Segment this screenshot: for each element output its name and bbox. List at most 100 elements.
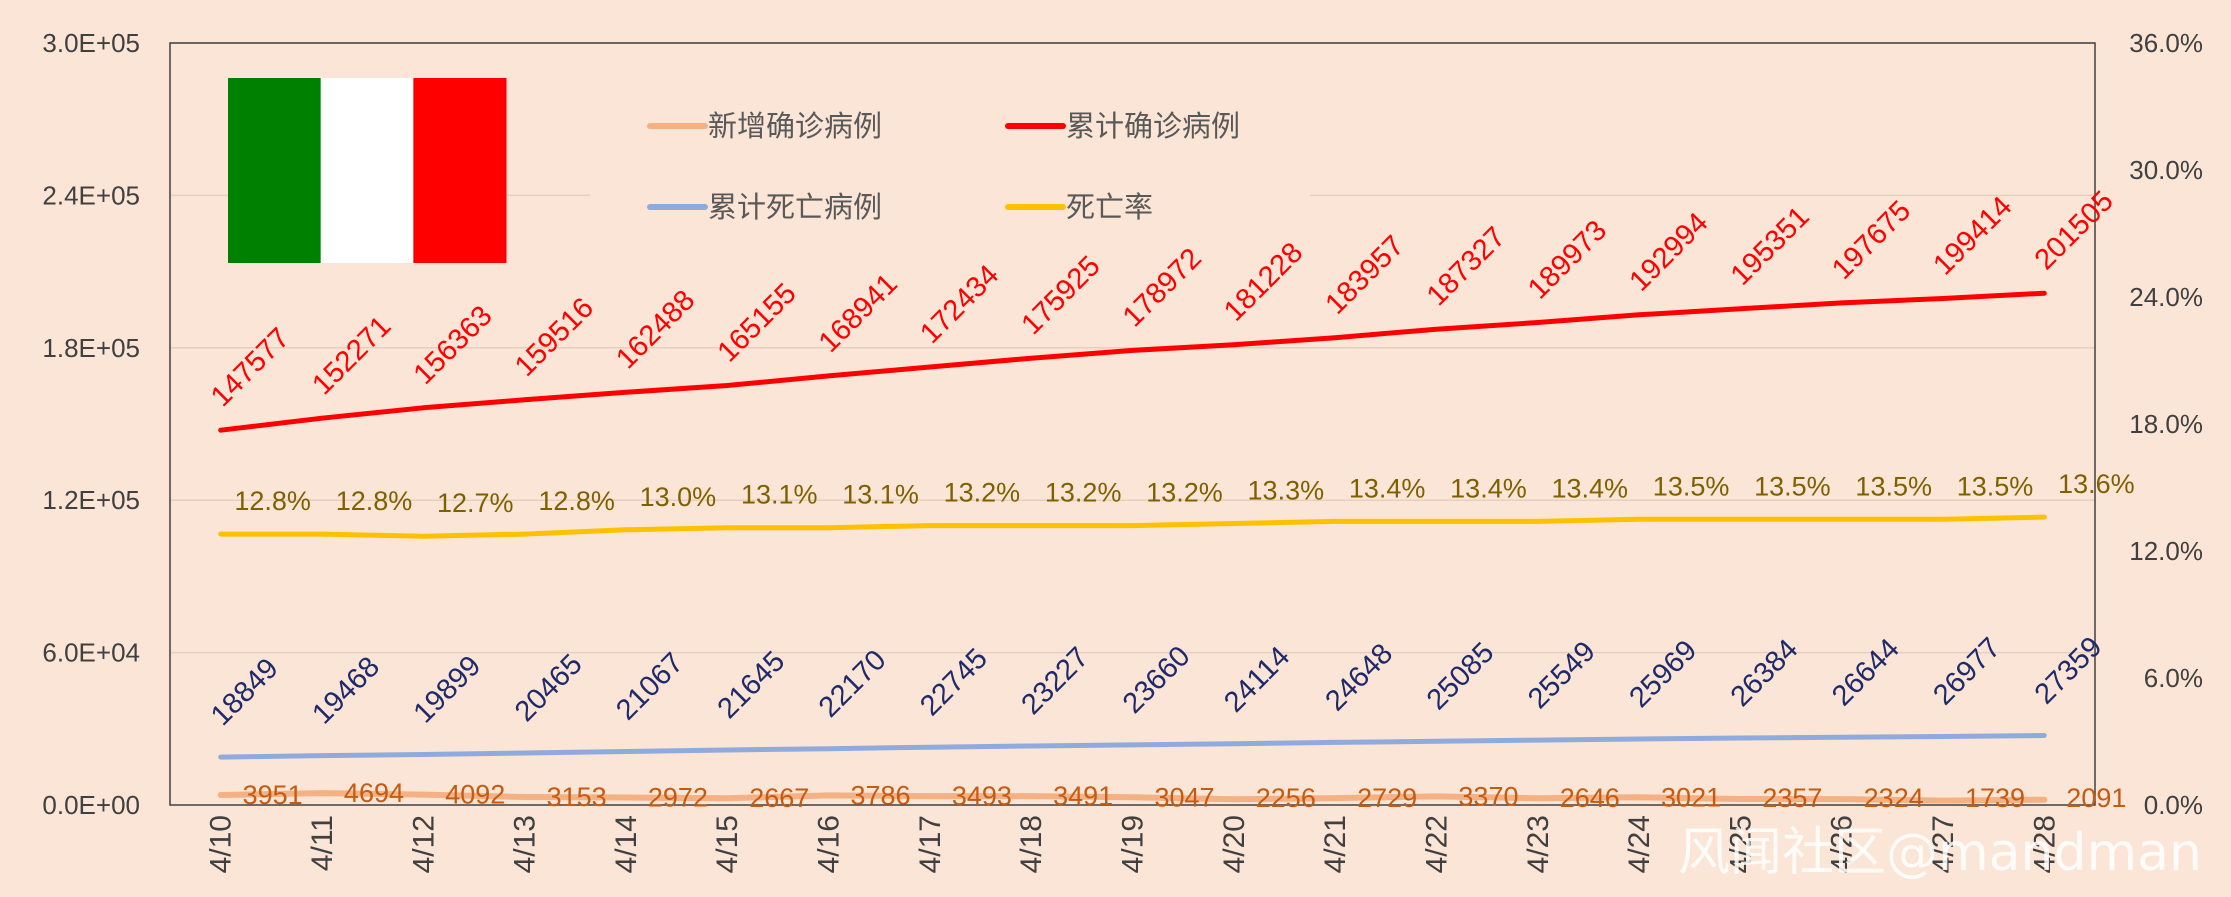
x-axis-tick-label: 4/16 [813, 815, 846, 873]
x-axis-tick-label: 4/14 [610, 815, 643, 873]
data-label-death-rate: 13.5% [1957, 471, 2034, 501]
x-axis-tick-label: 4/24 [1623, 815, 1656, 873]
data-label-new-cases: 2667 [749, 783, 809, 813]
right-axis-tick-label: 18.0% [2129, 409, 2203, 439]
data-label-new-cases: 3951 [243, 780, 303, 810]
left-axis-tick-label: 3.0E+05 [42, 28, 140, 58]
x-axis-tick-label: 4/12 [407, 815, 440, 873]
data-label-death-rate: 13.4% [1450, 473, 1527, 503]
data-label-cumulative-confirmed: 183957 [1319, 230, 1410, 321]
right-axis-ticks: 0.0% 6.0% 12.0% 18.0% 24.0% 30.0% 36.0% [2129, 28, 2203, 820]
x-axis-tick-label: 4/18 [1015, 815, 1048, 873]
data-label-new-cases: 3491 [1053, 781, 1113, 811]
x-axis-tick-label: 4/25 [1724, 815, 1757, 873]
data-label-death-rate: 13.4% [1551, 473, 1628, 503]
legend-background [590, 95, 1310, 215]
data-label-new-cases: 1739 [1965, 783, 2025, 813]
data-label-death-rate: 12.8% [538, 486, 615, 516]
data-label-new-cases: 2091 [2066, 783, 2126, 813]
left-axis-tick-label: 6.0E+04 [42, 638, 140, 668]
flag-stripe [413, 78, 507, 263]
data-label-cumulative-deaths: 18849 [205, 652, 285, 732]
left-axis-tick-label: 1.2E+05 [42, 485, 140, 515]
data-label-cumulative-confirmed: 181228 [1218, 237, 1309, 328]
data-label-cumulative-confirmed: 147577 [205, 322, 296, 413]
data-label-cumulative-deaths: 19468 [306, 651, 386, 731]
data-label-cumulative-confirmed: 199414 [1927, 190, 2018, 281]
data-label-cumulative-deaths: 24648 [1319, 638, 1399, 718]
data-label-death-rate: 13.5% [1855, 471, 1932, 501]
data-label-cumulative-deaths: 21645 [712, 645, 792, 725]
x-axis-tick-label: 4/22 [1420, 815, 1453, 873]
data-label-death-rate: 13.3% [1248, 475, 1325, 505]
flag-stripe [320, 78, 414, 263]
series-line [217, 790, 2048, 804]
data-label-new-cases: 2972 [648, 782, 708, 812]
data-label-cumulative-confirmed: 189973 [1522, 214, 1613, 305]
right-axis-tick-label: 0.0% [2144, 790, 2203, 820]
data-label-death-rate: 13.5% [1653, 471, 1730, 501]
plot-area-border [169, 42, 2096, 806]
right-axis-tick-label: 24.0% [2129, 282, 2203, 312]
right-axis-tick-label: 12.0% [2129, 536, 2203, 566]
left-axis-tick-label: 2.4E+05 [42, 180, 140, 210]
x-axis-tick-label: 4/10 [205, 815, 238, 873]
right-axis-tick-label: 6.0% [2144, 663, 2203, 693]
legend-label: 新增确诊病例 [708, 109, 882, 143]
legend-label: 死亡率 [1066, 190, 1153, 224]
data-label-cumulative-confirmed: 175925 [1016, 250, 1107, 341]
x-axis-tick-label: 4/26 [1826, 815, 1859, 873]
data-label-cumulative-confirmed: 162488 [610, 284, 701, 375]
data-label-cumulative-confirmed: 195351 [1725, 201, 1816, 292]
series-lines [217, 290, 2048, 804]
data-label-cumulative-deaths: 25969 [1623, 634, 1703, 714]
data-label-new-cases: 2256 [1256, 783, 1316, 813]
x-axis-tick-label: 4/17 [914, 815, 947, 873]
data-label-death-rate: 12.8% [336, 486, 413, 516]
x-axis-tick-label: 4/27 [1927, 815, 1960, 873]
data-label-cumulative-deaths: 25085 [1421, 637, 1501, 717]
flag-stripe [228, 78, 322, 263]
x-axis-tick-label: 4/23 [1522, 815, 1555, 873]
data-label-cumulative-confirmed: 192994 [1623, 207, 1714, 298]
data-label-new-cases: 4694 [344, 778, 404, 808]
data-label-cumulative-deaths: 21067 [610, 647, 690, 727]
data-label-death-rate: 12.8% [234, 486, 311, 516]
right-axis-tick-label: 30.0% [2129, 155, 2203, 185]
x-axis-tick-label: 4/28 [2028, 815, 2061, 873]
x-axis-tick-label: 4/19 [1117, 815, 1150, 873]
data-label-cumulative-confirmed: 152271 [306, 310, 397, 401]
data-label-new-cases: 2729 [1357, 783, 1417, 813]
right-axis-tick-label: 36.0% [2129, 28, 2203, 58]
data-label-cumulative-confirmed: 159516 [509, 292, 600, 383]
data-label-cumulative-deaths: 19899 [408, 650, 488, 730]
data-label-new-cases: 4092 [445, 780, 505, 810]
data-label-cumulative-deaths: 22745 [914, 643, 994, 723]
data-label-cumulative-confirmed: 165155 [712, 277, 803, 368]
series-line [218, 290, 2047, 433]
data-label-cumulative-deaths: 26384 [1725, 633, 1805, 713]
data-labels: 147577 152271 156363 159516 162488 165155 1689… [205, 185, 2135, 813]
x-axis-tick-label: 4/15 [711, 815, 744, 873]
data-label-cumulative-deaths: 26977 [1927, 632, 2007, 712]
x-axis-tick-label: 4/11 [306, 815, 339, 871]
italy-flag-icon [228, 78, 507, 263]
data-label-new-cases: 3153 [547, 782, 607, 812]
legend-label: 累计确诊病例 [1066, 109, 1240, 143]
data-label-new-cases: 2324 [1864, 783, 1924, 813]
data-label-death-rate: 13.1% [741, 480, 818, 510]
data-label-cumulative-deaths: 25549 [1522, 635, 1602, 715]
series-line [218, 514, 2047, 539]
x-axis-tick-label: 4/13 [509, 815, 542, 873]
x-axis-tick-label: 4/20 [1218, 815, 1251, 873]
data-label-new-cases: 2357 [1762, 783, 1822, 813]
data-label-cumulative-confirmed: 172434 [914, 259, 1005, 350]
data-label-death-rate: 13.5% [1754, 471, 1831, 501]
data-label-cumulative-deaths: 26644 [1826, 633, 1906, 713]
data-label-cumulative-confirmed: 178972 [1117, 242, 1208, 333]
data-label-death-rate: 13.0% [640, 482, 717, 512]
data-label-death-rate: 13.4% [1349, 473, 1426, 503]
